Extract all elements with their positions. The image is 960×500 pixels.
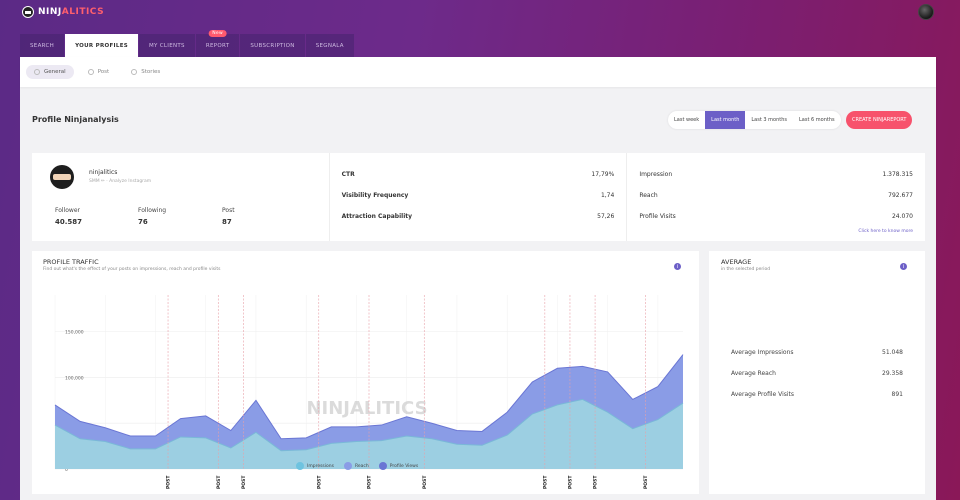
tab-segnala[interactable]: SEGNALA xyxy=(305,34,354,57)
page-header: Profile Ninjanalysis Last week Last mont… xyxy=(20,107,936,133)
subtab-post[interactable]: Post xyxy=(80,65,118,79)
radio-icon xyxy=(131,69,138,75)
post-label: POST xyxy=(166,475,172,489)
page-title: Profile Ninjanalysis xyxy=(32,115,119,124)
post-label: POST xyxy=(241,475,247,489)
traffic-subtitle: Find out what's the effect of your posts… xyxy=(43,267,221,272)
engagement-metrics: CTR 17,79% Visibility Frequency 1,74 Attra… xyxy=(330,153,628,241)
legend-profile-views[interactable]: Profile Views xyxy=(378,462,418,470)
brand-logo[interactable]: NINJALITICS xyxy=(22,6,104,18)
metric-profile-visits: Profile Visits 24.070 xyxy=(639,213,913,220)
metric-ctr: CTR 17,79% xyxy=(341,171,615,178)
metric-visibility-frequency: Visibility Frequency 1,74 xyxy=(341,192,615,199)
average-title: AVERAGE xyxy=(721,258,752,266)
profile-summary: ninjalitics SMM ✏ · Analyze Instagram Fo… xyxy=(32,153,330,241)
metric-reach: Reach 792.677 xyxy=(639,192,913,199)
know-more-link[interactable]: Click here to know more xyxy=(858,229,913,234)
info-icon[interactable]: i xyxy=(674,263,681,270)
brand-name: NINJALITICS xyxy=(38,7,105,17)
legend-impressions[interactable]: Impressions xyxy=(296,462,334,470)
profile-stats-card: ninjalitics SMM ✏ · Analyze Instagram Fo… xyxy=(32,153,925,241)
post-label: POST xyxy=(216,475,222,489)
post-stat: Post 87 xyxy=(222,207,235,226)
legend-reach[interactable]: Reach xyxy=(343,462,369,470)
profile-traffic-card: PROFILE TRAFFIC Find out what's the effe… xyxy=(32,251,699,494)
average-card: AVERAGE in the selected period i Average… xyxy=(709,251,925,494)
post-label: POST xyxy=(567,475,573,489)
profile-avatar xyxy=(50,165,74,189)
impressions-series-area xyxy=(55,399,683,469)
tab-report[interactable]: New REPORT xyxy=(195,30,240,57)
main-panel: General Post Stories Profile Ninjanalysi… xyxy=(20,57,936,500)
user-avatar[interactable] xyxy=(918,4,934,20)
tab-subscription[interactable]: SUBSCRIPTION xyxy=(240,34,305,57)
profile-name: ninjalitics xyxy=(89,169,118,176)
tab-your-profiles[interactable]: YOUR PROFILES xyxy=(65,34,139,57)
ninja-logo-icon xyxy=(22,6,34,18)
y-tick-label: 100,000 xyxy=(65,375,84,381)
legend-dot xyxy=(296,462,304,470)
radio-icon xyxy=(87,69,94,75)
metric-impression: Impression 1.378.315 xyxy=(639,171,913,178)
average-subtitle: in the selected period xyxy=(721,267,771,272)
post-label: POST xyxy=(316,475,322,489)
profile-subtitle: SMM ✏ · Analyze Instagram xyxy=(89,179,152,184)
post-label: POST xyxy=(542,475,548,489)
new-badge: New xyxy=(208,30,227,37)
subtab-stories[interactable]: Stories xyxy=(123,65,168,79)
average-profile-visits-row: Average Profile Visits 891 xyxy=(731,391,903,398)
following-stat: Following 76 xyxy=(138,207,167,226)
legend-dot xyxy=(378,462,387,470)
reach-metrics: Impression 1.378.315 Reach 792.677 Profile… xyxy=(627,153,925,241)
watermark: NINJALITICS xyxy=(306,398,427,419)
info-icon[interactable]: i xyxy=(900,263,907,270)
y-tick-label: 0 xyxy=(65,467,68,473)
post-label: POST xyxy=(643,475,649,489)
tab-my-clients[interactable]: MY CLIENTS xyxy=(139,34,195,57)
main-tabs: SEARCH YOUR PROFILES MY CLIENTS New REPOR… xyxy=(20,30,354,57)
sub-navigation: General Post Stories xyxy=(20,57,936,87)
post-label: POST xyxy=(422,475,428,489)
legend-dot xyxy=(343,462,352,470)
post-label: POST xyxy=(593,475,599,489)
period-last-week[interactable]: Last week xyxy=(674,117,700,123)
tab-search[interactable]: SEARCH xyxy=(20,34,65,57)
y-tick-label: 150,000 xyxy=(65,330,84,336)
follower-stat: Follower 40.587 xyxy=(55,207,83,226)
metric-attraction-capability: Attraction Capability 57,26 xyxy=(341,213,615,220)
traffic-chart: 050,000100,000150,000NINJALITICSPOSTPOST… xyxy=(54,295,684,489)
period-last-month[interactable]: Last month xyxy=(705,111,746,129)
average-reach-row: Average Reach 29.358 xyxy=(731,370,903,377)
subtab-general[interactable]: General xyxy=(26,65,74,79)
period-last-6-months[interactable]: Last 6 months xyxy=(799,117,835,123)
radio-icon xyxy=(34,69,40,75)
period-last-3-months[interactable]: Last 3 months xyxy=(751,117,787,123)
create-ninjareport-button[interactable]: CREATE NINJAREPORT xyxy=(846,111,913,129)
impressions-series-line xyxy=(54,398,684,452)
average-impressions-row: Average Impressions 51.048 xyxy=(731,349,903,356)
period-selector: Last week Last month Last 3 months Last … xyxy=(668,111,841,129)
traffic-title: PROFILE TRAFFIC xyxy=(43,258,99,266)
post-label: POST xyxy=(367,475,373,489)
chart-legend: Impressions Reach Profile Views xyxy=(296,462,418,470)
